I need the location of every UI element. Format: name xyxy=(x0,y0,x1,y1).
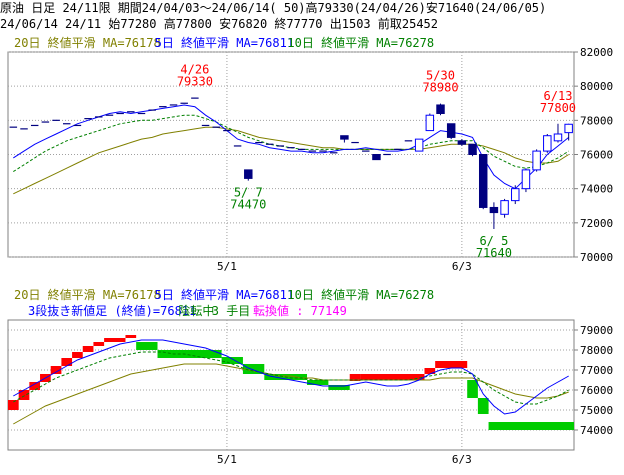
x-tick-label: 5/1 xyxy=(217,453,237,466)
annotation-date: 4/26 xyxy=(180,63,209,77)
sanbon-up-brick xyxy=(72,352,83,358)
candle-body xyxy=(553,133,563,142)
sanbon-up-brick xyxy=(8,400,19,410)
y-tick-label: 78000 xyxy=(580,114,613,127)
sanbon-up-brick xyxy=(82,346,94,352)
sanbon-up-brick xyxy=(435,361,468,368)
move-count: 3 手目 xyxy=(212,304,250,318)
ma10-line xyxy=(13,351,569,405)
candle-body xyxy=(244,169,253,179)
sanbon-down-brick xyxy=(157,350,222,358)
candle-body xyxy=(500,200,509,215)
legend-ma10: 10日 終値平滑 MA=76278 xyxy=(287,287,434,302)
sanbon-down-brick xyxy=(242,364,265,374)
sanbon-down-brick xyxy=(307,380,329,385)
candle-body xyxy=(436,104,445,115)
annotation-date: 6/ 5 xyxy=(479,234,508,248)
legend-ma10: 10日 終値平滑 MA=76278 xyxy=(287,35,434,50)
sanbon-up-brick xyxy=(50,366,62,374)
legend-ma20: 20日 終値平滑 MA=76178 xyxy=(14,35,161,50)
ma20-line xyxy=(13,363,569,425)
candle-body xyxy=(564,123,573,134)
x-tick-label: 6/3 xyxy=(452,260,472,273)
legend-ma20: 20日 終値平滑 MA=76178 xyxy=(14,287,161,302)
legend-ma5: 5日 終値平滑 MA=76811 xyxy=(155,287,294,302)
y-tick-label: 75000 xyxy=(580,404,613,417)
y-tick-label: 76000 xyxy=(580,384,613,397)
y-tick-label: 76000 xyxy=(580,149,613,162)
x-tick-label: 5/1 xyxy=(217,260,237,273)
sanbon-up-brick xyxy=(93,342,105,346)
annotation-date: 6/13 xyxy=(544,89,573,103)
annotation-value: 79330 xyxy=(177,75,213,89)
sanbon-down-brick xyxy=(477,398,489,414)
annotation-value: 77800 xyxy=(540,101,576,115)
candle-body xyxy=(372,154,381,161)
plot-frame xyxy=(7,319,575,451)
candle-body xyxy=(446,123,456,138)
candle-body xyxy=(532,150,541,171)
sanbon-up-brick xyxy=(349,374,361,381)
y-tick-label: 72000 xyxy=(580,217,613,230)
y-tick-label: 74000 xyxy=(580,424,613,437)
y-tick-label: 80000 xyxy=(580,80,613,93)
candle-body xyxy=(457,140,467,145)
candle-body xyxy=(340,135,349,140)
sanbon-up-brick xyxy=(104,338,126,342)
annotation-value: 78980 xyxy=(422,81,458,95)
candle-body xyxy=(468,143,477,155)
candle-body xyxy=(511,188,520,202)
candle-panel: 70000 72000 74000 76000 78000 80000 82000 5/1 6/… xyxy=(7,46,613,273)
price-summary-line: 24/06/14 24/11 始77280 高77800 安76820 終777… xyxy=(0,16,624,32)
candle-body xyxy=(543,135,552,152)
candle-body xyxy=(489,206,499,214)
y-tick-label: 79000 xyxy=(580,324,613,337)
sanbon-panel: 74000 75000 76000 77000 78000 79000 5/1 6/3 xyxy=(7,319,613,466)
sanbon-up-brick xyxy=(360,374,425,380)
x-tick-label: 6/3 xyxy=(452,453,472,466)
annotation-date: 5/ 7 xyxy=(234,186,263,200)
reversal-value: 転換値 : 77149 xyxy=(253,303,347,318)
sanbon-down-brick xyxy=(328,385,350,390)
sanbon-up-brick xyxy=(424,368,436,374)
annotation-value: 71640 xyxy=(476,246,512,260)
y-tick-label: 74000 xyxy=(580,183,613,196)
y-tick-label: 82000 xyxy=(580,46,613,59)
y-tick-label: 70000 xyxy=(580,251,613,264)
legend-ma5: 5日 終値平滑 MA=76811 xyxy=(155,35,294,50)
chart-title-line: 原油 日足 24/11限 期間24/04/03～24/06/14( 50)高79… xyxy=(0,0,624,16)
candle-body xyxy=(425,114,435,132)
candle-body xyxy=(521,169,531,190)
y-tick-label: 77000 xyxy=(580,364,613,377)
candle-body xyxy=(478,154,488,208)
sanbon-down-brick xyxy=(136,342,158,350)
sanbon-down-brick xyxy=(221,357,243,364)
sanbon-down-brick xyxy=(488,422,574,430)
sanbon-up-brick xyxy=(29,382,41,390)
sanbon-down-brick xyxy=(467,380,478,398)
sanbon-close-label: 3段抜き新値足 (終値)=76811 xyxy=(28,303,196,318)
trend-status: 陰転中 xyxy=(178,303,214,318)
candle-body xyxy=(414,138,424,152)
annotation-date: 5/30 xyxy=(426,69,455,83)
y-tick-label: 78000 xyxy=(580,344,613,357)
annotation-value: 74470 xyxy=(230,198,266,212)
sanbon-up-brick xyxy=(125,335,137,338)
ma5-line xyxy=(13,339,569,415)
sanbon-up-brick xyxy=(61,358,73,366)
sanbon-up-brick xyxy=(18,390,30,400)
